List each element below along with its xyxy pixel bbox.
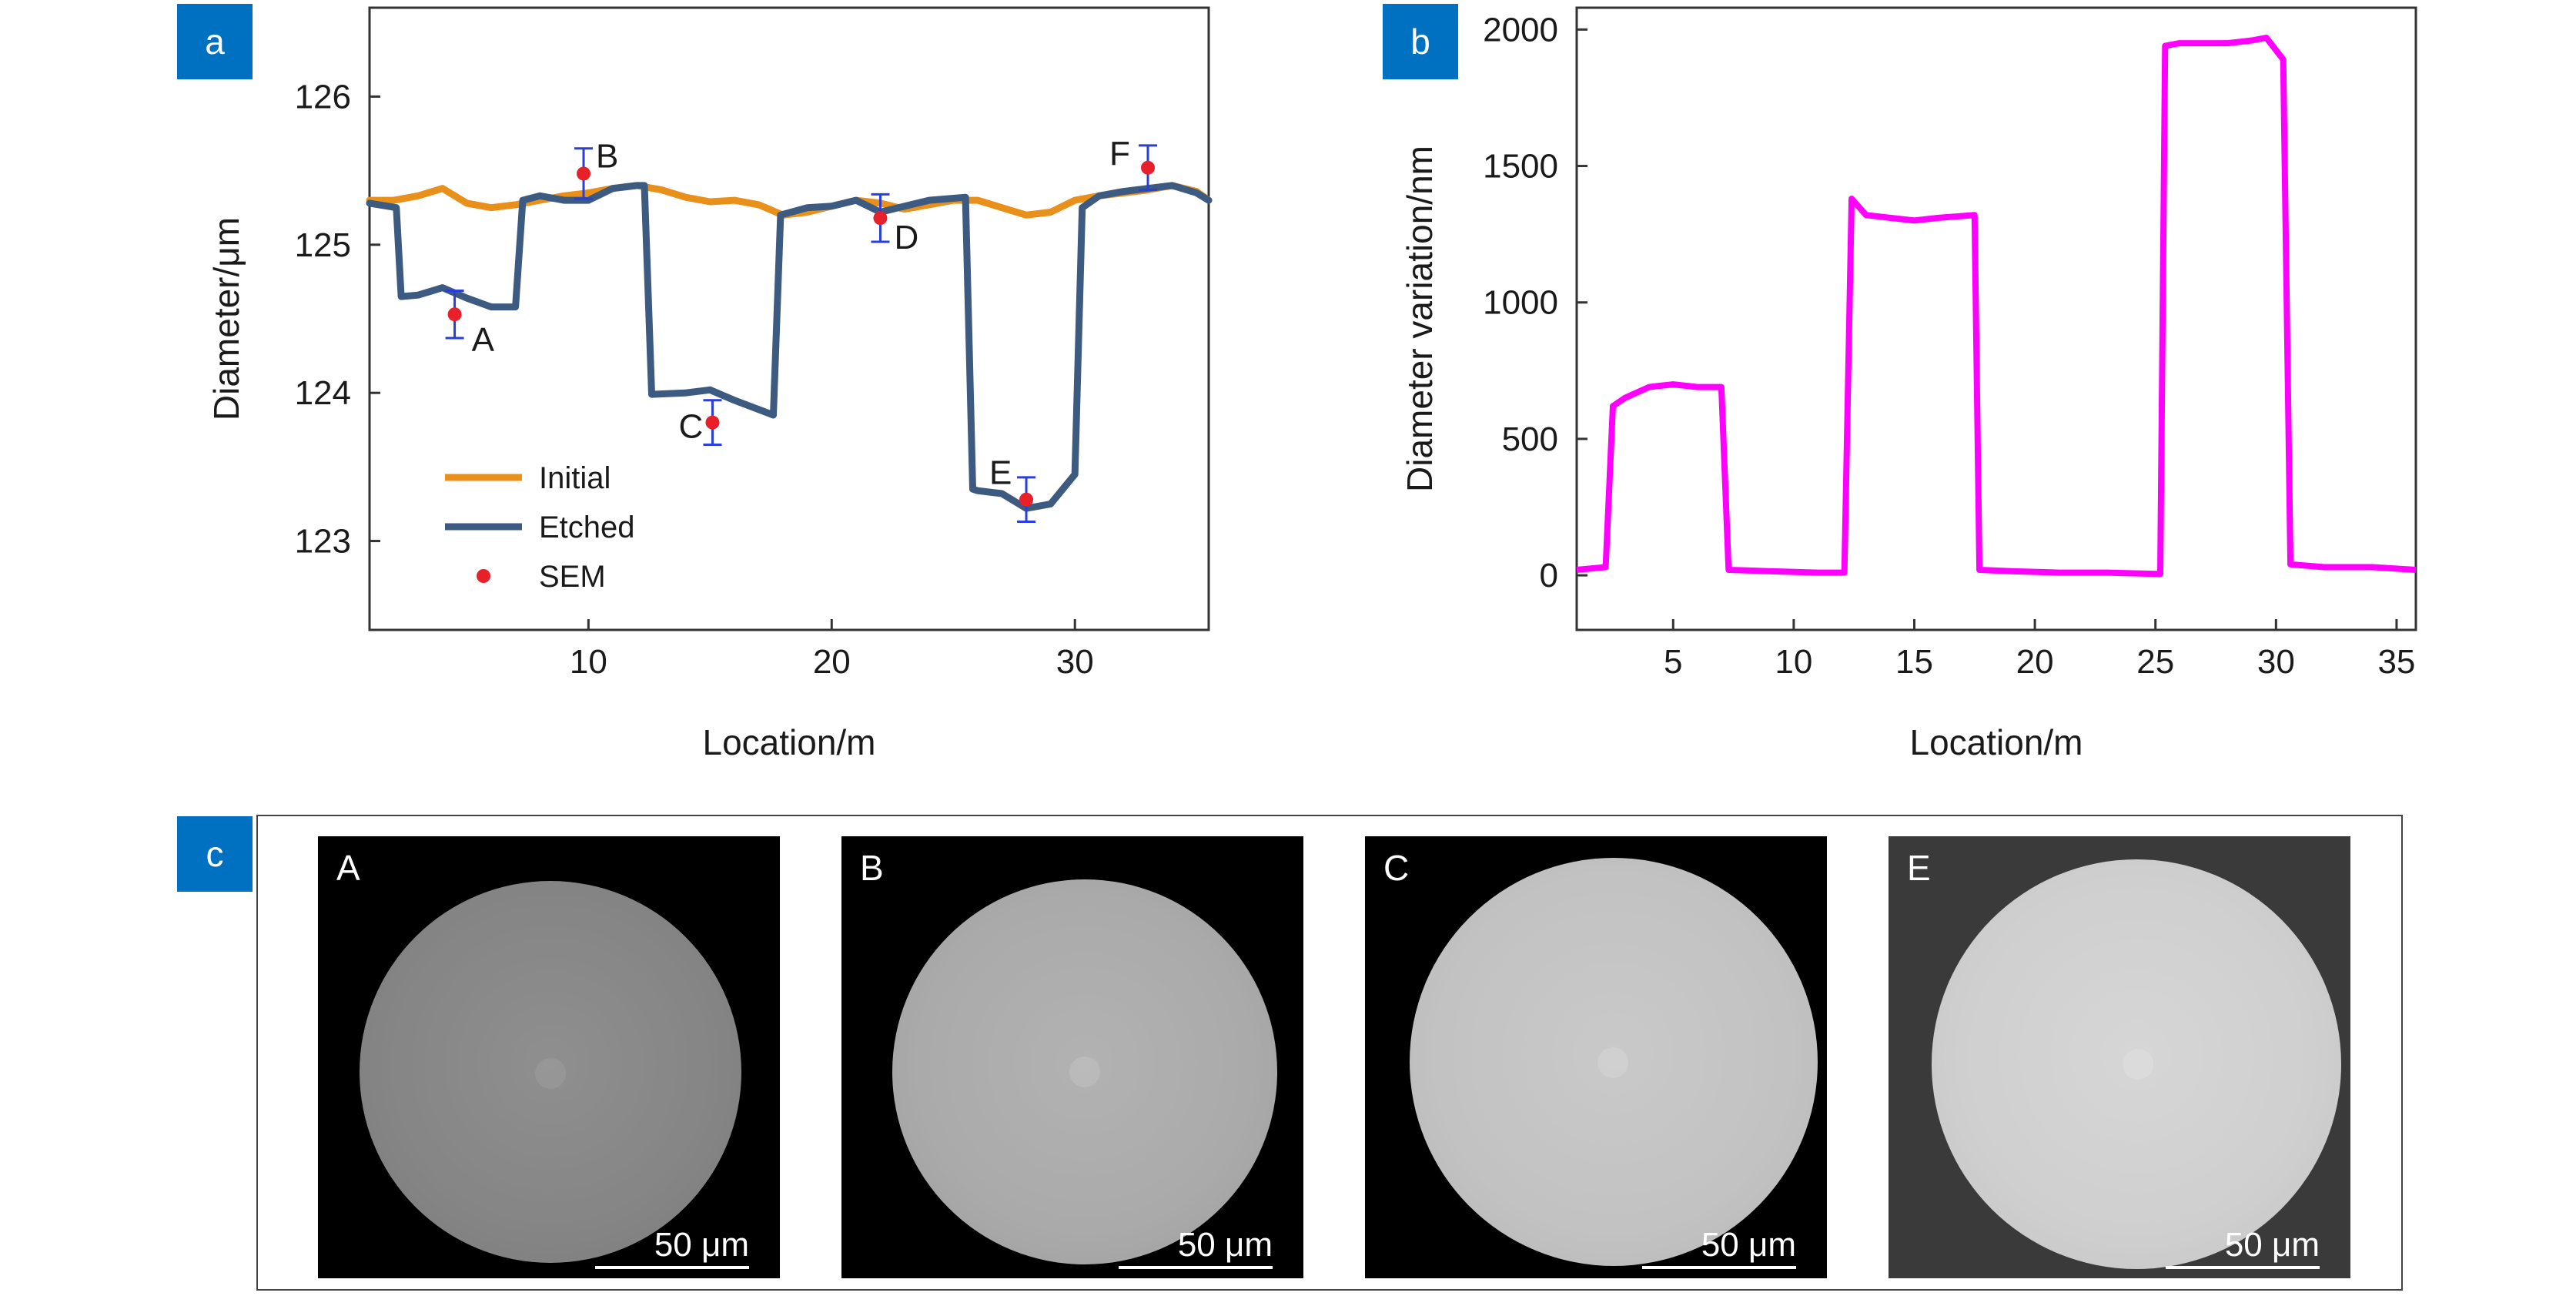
sem-label-a: A	[336, 848, 360, 888]
sem-point-label-d: D	[894, 219, 918, 256]
scale-bar-c	[1642, 1266, 1796, 1269]
chart-b-ytick-label: 1000	[1483, 284, 1558, 322]
chart-b-xtick-label: 35	[2377, 643, 2415, 681]
chart-a-ytick-label: 125	[295, 226, 351, 264]
fiber-core-c	[1597, 1047, 1628, 1078]
scale-bar-b	[1119, 1266, 1273, 1269]
scale-text-a: 50 μm	[654, 1226, 749, 1264]
chart-b-ytick-label: 0	[1540, 557, 1558, 594]
chart-b-series	[1576, 35, 2417, 578]
legend-marker-sem	[477, 569, 490, 583]
chart-b-ytick-label: 2000	[1483, 11, 1558, 49]
chart-a-legend: Initial Etched SEM	[445, 461, 635, 594]
fiber-cross-section-a	[360, 881, 741, 1263]
chart-b-ytick-label: 500	[1502, 420, 1558, 458]
fiber-cross-section-e	[1932, 859, 2341, 1269]
sem-image-e: E 50 μm	[1889, 836, 2350, 1278]
chart-b-xtick-label: 20	[2016, 643, 2054, 681]
chart-b-xtick-label: 5	[1664, 643, 1682, 681]
chart-b-xtick-label: 25	[2136, 643, 2174, 681]
chart-b: 5 10 15 20 25 30 35 0 500 1000 1500 2000 Location/m…	[1400, 6, 2417, 762]
sem-label-e: E	[1907, 848, 1931, 888]
panel-a-tag: a	[177, 4, 253, 79]
scale-text-b: 50 μm	[1177, 1226, 1273, 1264]
chart-b-frame	[1575, 6, 2417, 631]
sem-image-b: B 50 μm	[841, 836, 1303, 1278]
chart-b-ylabel: Diameter variation/nm	[1400, 146, 1440, 492]
sem-point-label-f: F	[1109, 135, 1130, 172]
sem-point-f	[1141, 160, 1156, 175]
legend-label-sem: SEM	[539, 560, 606, 594]
scale-text-c: 50 μm	[1701, 1226, 1796, 1264]
scale-text-e: 50 μm	[2224, 1226, 2320, 1264]
sem-image-c: C 50 μm	[1365, 836, 1827, 1278]
chart-b-xlabel: Location/m	[1909, 722, 2083, 762]
sem-point-a	[447, 307, 462, 322]
legend-label-etched: Etched	[539, 511, 635, 544]
sem-label-b: B	[860, 848, 884, 888]
chart-b-ytick-label: 1500	[1483, 148, 1558, 186]
chart-a-series	[366, 182, 1213, 512]
chart-a-xtick-label: 30	[1056, 643, 1094, 681]
scale-bar-e	[2166, 1266, 2320, 1269]
chart-a: 10 20 30 123 124 125 126 A B C D E F Initial Etched S…	[206, 6, 1213, 762]
sem-point-label-c: C	[678, 408, 703, 446]
series-line-etched	[366, 182, 1213, 512]
fiber-cross-section-b	[892, 879, 1277, 1264]
panel-c-sem-images: A 50 μm B 50 μm C 50 μm E 50 μm	[256, 815, 2403, 1291]
chart-b-xtick-label: 10	[1775, 643, 1812, 681]
chart-a-ytick-label: 123	[295, 523, 351, 561]
fiber-cross-section-c	[1410, 858, 1818, 1266]
panel-b-tag: b	[1383, 4, 1458, 79]
chart-a-ytick-label: 124	[295, 374, 351, 412]
chart-a-xlabel: Location/m	[702, 722, 875, 762]
sem-point-label-e: E	[989, 454, 1012, 492]
chart-a-ylabel: Diameter/μm	[206, 217, 246, 420]
fiber-core-b	[1069, 1057, 1100, 1087]
chart-b-xtick-label: 15	[1895, 643, 1933, 681]
sem-point-label-b: B	[596, 137, 618, 175]
fiber-core-a	[535, 1058, 566, 1089]
chart-a-axes: 10 20 30 123 124 125 126	[295, 78, 1094, 681]
charts-svg: 10 20 30 123 124 125 126 A B C D E F Initial Etched S…	[206, 6, 2417, 762]
sem-point-e	[1019, 492, 1034, 507]
sem-point-b	[577, 166, 591, 181]
chart-b-axes: 5 10 15 20 25 30 35 0 500 1000 1500 2000	[1483, 11, 2415, 681]
scale-bar-a	[595, 1266, 749, 1269]
chart-a-xtick-label: 10	[570, 643, 607, 681]
chart-a-xtick-label: 20	[813, 643, 851, 681]
chart-a-frame	[368, 6, 1210, 631]
legend-label-initial: Initial	[539, 461, 611, 495]
panel-c-tag: c	[177, 816, 253, 892]
sem-point-c	[705, 415, 720, 430]
sem-point-d	[873, 211, 888, 226]
chart-b-xtick-label: 30	[2257, 643, 2295, 681]
sem-point-label-a: A	[472, 321, 495, 359]
chart-a-sem-points: A B C D E F	[445, 135, 1158, 524]
fiber-core-e	[2123, 1049, 2153, 1080]
sem-image-a: A 50 μm	[318, 836, 780, 1278]
diameter-variation-line	[1576, 35, 2417, 578]
sem-label-c: C	[1383, 848, 1410, 888]
chart-a-ytick-label: 126	[295, 78, 351, 116]
